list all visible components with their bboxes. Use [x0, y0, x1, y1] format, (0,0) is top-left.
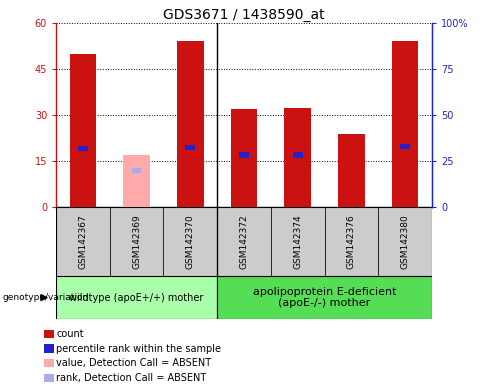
Bar — [325, 207, 378, 276]
Bar — [185, 145, 195, 150]
Bar — [293, 152, 303, 157]
Bar — [392, 41, 419, 207]
Text: GSM142380: GSM142380 — [401, 215, 409, 269]
Bar — [271, 207, 325, 276]
Bar — [338, 134, 365, 207]
Bar — [56, 276, 217, 319]
Bar — [78, 146, 88, 151]
Text: GSM142376: GSM142376 — [347, 215, 356, 269]
Bar — [70, 54, 97, 207]
Text: apolipoprotein E-deficient
(apoE-/-) mother: apolipoprotein E-deficient (apoE-/-) mot… — [253, 287, 396, 308]
Text: genotype/variation: genotype/variation — [2, 293, 89, 302]
Bar — [217, 207, 271, 276]
Bar — [378, 207, 432, 276]
Title: GDS3671 / 1438590_at: GDS3671 / 1438590_at — [163, 8, 325, 22]
Bar — [132, 168, 142, 173]
Text: wildtype (apoE+/+) mother: wildtype (apoE+/+) mother — [69, 293, 204, 303]
Text: GSM142369: GSM142369 — [132, 215, 141, 269]
Bar — [110, 207, 163, 276]
Text: GSM142367: GSM142367 — [79, 215, 87, 269]
Bar — [239, 152, 249, 157]
Text: rank, Detection Call = ABSENT: rank, Detection Call = ABSENT — [56, 373, 206, 383]
Text: count: count — [56, 329, 84, 339]
Text: value, Detection Call = ABSENT: value, Detection Call = ABSENT — [56, 358, 211, 368]
Text: GSM142374: GSM142374 — [293, 215, 302, 269]
Bar — [163, 207, 217, 276]
Bar — [284, 108, 311, 207]
Bar — [123, 155, 150, 207]
Bar — [230, 109, 258, 207]
Text: percentile rank within the sample: percentile rank within the sample — [56, 344, 221, 354]
Bar — [177, 41, 204, 207]
Bar — [400, 144, 410, 149]
Text: GSM142372: GSM142372 — [240, 215, 248, 269]
Text: GSM142370: GSM142370 — [186, 215, 195, 269]
Bar — [217, 276, 432, 319]
Bar — [56, 207, 110, 276]
